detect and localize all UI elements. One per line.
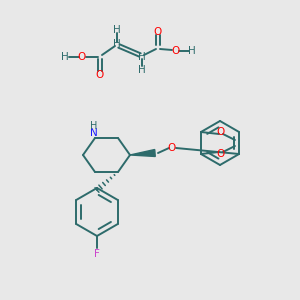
Text: O: O xyxy=(168,143,176,153)
Text: O: O xyxy=(217,127,225,137)
Text: H: H xyxy=(113,25,121,35)
Text: O: O xyxy=(96,70,104,80)
Text: O: O xyxy=(154,27,162,37)
Text: H: H xyxy=(90,121,98,131)
Text: H: H xyxy=(113,39,121,49)
Text: H: H xyxy=(188,46,196,56)
Text: F: F xyxy=(94,249,100,259)
Text: O: O xyxy=(171,46,179,56)
Text: O: O xyxy=(78,52,86,62)
Text: H: H xyxy=(138,52,146,62)
Text: H: H xyxy=(138,65,146,75)
Text: N: N xyxy=(90,128,98,138)
Polygon shape xyxy=(130,149,155,157)
Text: H: H xyxy=(61,52,69,62)
Text: O: O xyxy=(217,149,225,159)
